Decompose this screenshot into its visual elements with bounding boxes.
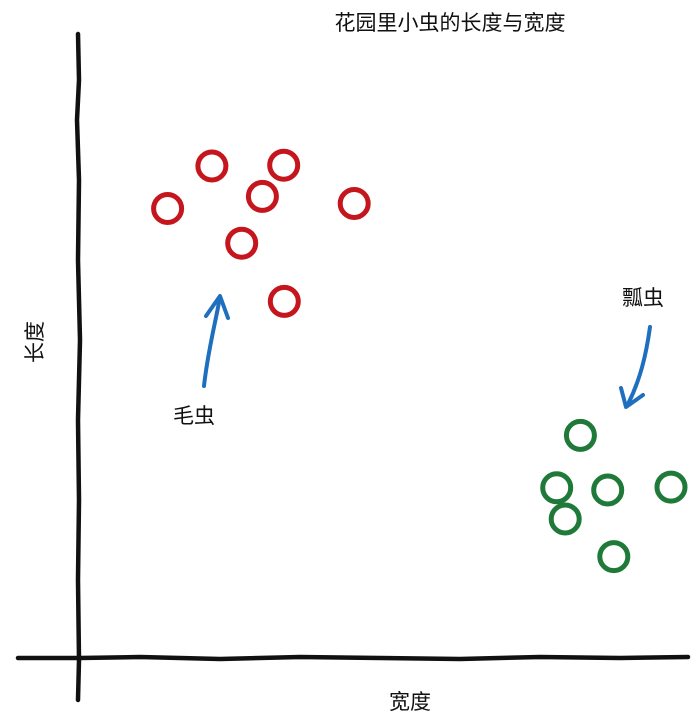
data-point-1-1	[540, 471, 574, 505]
x-axis-label: 宽度	[389, 690, 431, 714]
data-point-1-4	[548, 502, 582, 536]
y-axis	[74, 31, 83, 703]
data-point-1-3	[654, 470, 688, 504]
data-point-1-5	[597, 540, 631, 574]
data-point-0-6	[267, 284, 301, 318]
ladybug-annotation: 瓢虫	[622, 286, 664, 310]
data-point-0-1	[195, 149, 229, 183]
x-axis	[15, 654, 691, 662]
data-point-0-3	[245, 179, 279, 213]
ladybug-arrow	[619, 325, 652, 409]
data-point-0-0	[151, 192, 185, 225]
data-point-1-0	[563, 418, 597, 452]
caterpillar-arrow	[202, 294, 230, 388]
data-point-0-4	[337, 187, 371, 220]
data-point-1-2	[591, 473, 625, 507]
y-axis-label: 长度	[23, 321, 47, 363]
data-point-0-2	[267, 148, 301, 182]
caterpillar-annotation: 毛虫	[173, 404, 215, 428]
data-points	[151, 148, 688, 574]
data-point-0-5	[225, 226, 259, 260]
chart-title: 花园里小虫的长度与宽度	[335, 11, 566, 35]
